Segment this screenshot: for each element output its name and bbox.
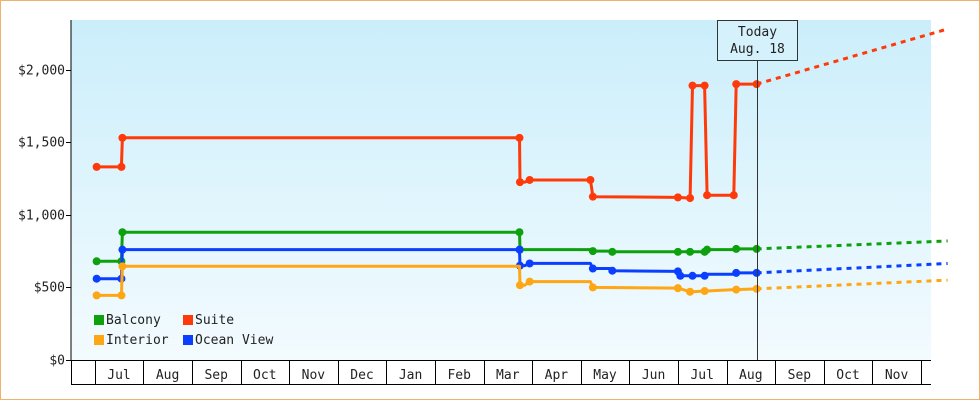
data-point — [686, 194, 695, 203]
today-marker: Today Aug. 18 — [717, 20, 798, 360]
forecast-line — [756, 278, 948, 291]
x-tick-label: Oct — [253, 368, 276, 383]
x-tick-label: Nov — [302, 368, 326, 383]
x-tick-label: Jan — [399, 368, 422, 383]
data-point — [515, 281, 524, 290]
data-point — [588, 247, 597, 256]
data-point — [118, 133, 127, 142]
x-tick-label: Feb — [447, 368, 471, 383]
y-tick-label: $2,000 — [18, 64, 65, 79]
x-tick-label: Jun — [642, 368, 665, 383]
data-point — [92, 291, 101, 300]
data-point — [752, 80, 761, 89]
data-point — [703, 191, 712, 200]
y-tick-label: $500 — [34, 281, 65, 296]
data-point — [118, 245, 127, 254]
data-point — [588, 264, 597, 273]
x-tick-label: Dec — [350, 368, 373, 383]
data-point — [118, 262, 127, 271]
data-point — [752, 268, 761, 277]
data-point — [92, 257, 101, 266]
data-point — [729, 191, 738, 200]
data-point — [608, 247, 617, 256]
data-point — [117, 162, 126, 171]
forecast-line — [756, 239, 948, 251]
data-point — [515, 228, 524, 237]
x-tick-label: Sep — [788, 368, 812, 383]
x-tick-label: Jul — [107, 368, 130, 383]
data-point — [732, 268, 741, 277]
data-point — [676, 271, 685, 280]
data-point — [686, 247, 695, 256]
legend: Balcony Suite Interior Ocean View — [94, 313, 273, 348]
legend-swatch — [183, 315, 193, 325]
data-point — [700, 287, 709, 296]
legend-label: Interior — [106, 333, 169, 348]
legend-label: Suite — [195, 313, 234, 328]
data-point — [525, 259, 534, 268]
data-point — [700, 81, 709, 90]
data-point — [703, 245, 712, 254]
data-point — [515, 245, 524, 254]
x-tick-label: Mar — [496, 368, 520, 383]
legend-swatch — [94, 335, 104, 345]
legend-swatch — [183, 335, 193, 345]
y-tick-label: $1,500 — [18, 136, 65, 151]
series-layer — [92, 27, 949, 300]
x-tick-label: Aug — [739, 368, 762, 383]
data-point — [752, 284, 761, 293]
data-point — [673, 247, 682, 256]
x-tick-label: Oct — [836, 368, 859, 383]
legend-label: Ocean View — [195, 333, 273, 348]
data-point — [525, 175, 534, 184]
legend-label: Balcony — [106, 313, 161, 328]
data-point — [588, 192, 597, 201]
today-label: Today — [738, 25, 777, 40]
data-point — [525, 277, 534, 286]
today-label-box — [717, 20, 798, 61]
data-point — [732, 80, 741, 89]
data-point — [515, 133, 524, 142]
data-point — [92, 274, 101, 283]
plot-area — [71, 20, 931, 360]
data-point — [673, 193, 682, 202]
x-tick-label: Nov — [885, 368, 909, 383]
y-tick-label: $1,000 — [18, 209, 65, 224]
data-point — [752, 244, 761, 253]
axes-layer: $0 $500 $1,000 $1,500 $2,000 Jul Aug Sep Oct Nov D… — [18, 20, 931, 385]
y-tick-label: $0 — [49, 354, 65, 369]
forecast-line — [756, 27, 949, 86]
data-point — [586, 175, 595, 184]
x-tick-label: Sep — [204, 368, 228, 383]
data-point — [673, 284, 682, 293]
data-point — [92, 162, 101, 171]
legend-swatch — [94, 315, 104, 325]
x-tick-label: Apr — [545, 368, 569, 383]
data-point — [688, 271, 697, 280]
data-point — [688, 81, 697, 90]
today-label: Aug. 18 — [730, 42, 785, 57]
data-point — [118, 228, 127, 237]
forecast-line — [756, 261, 948, 275]
data-point — [700, 271, 709, 280]
x-tick-label: Aug — [156, 368, 179, 383]
data-point — [686, 287, 695, 296]
data-point — [732, 244, 741, 253]
x-tick-label: Jul — [690, 368, 713, 383]
x-tick-label: May — [593, 368, 617, 383]
data-point — [732, 285, 741, 294]
data-point — [515, 178, 524, 187]
data-point — [117, 291, 126, 300]
data-point — [588, 283, 597, 292]
data-point — [608, 266, 617, 275]
